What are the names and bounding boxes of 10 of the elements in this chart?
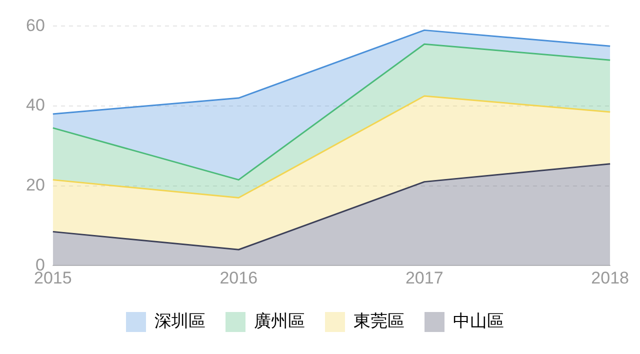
x-tick-label: 2017	[405, 268, 444, 288]
legend-label: 深圳區	[154, 311, 206, 332]
y-tick-label: 40	[26, 96, 45, 115]
x-tick-label: 2018	[591, 268, 630, 288]
legend-label: 中山區	[453, 311, 504, 332]
y-tick-label: 20	[26, 175, 45, 194]
x-tick-label: 2016	[220, 268, 258, 288]
legend-label: 東莞區	[354, 311, 404, 332]
legend-label: 廣州區	[254, 311, 305, 332]
y-tick-label: 60	[26, 16, 45, 35]
